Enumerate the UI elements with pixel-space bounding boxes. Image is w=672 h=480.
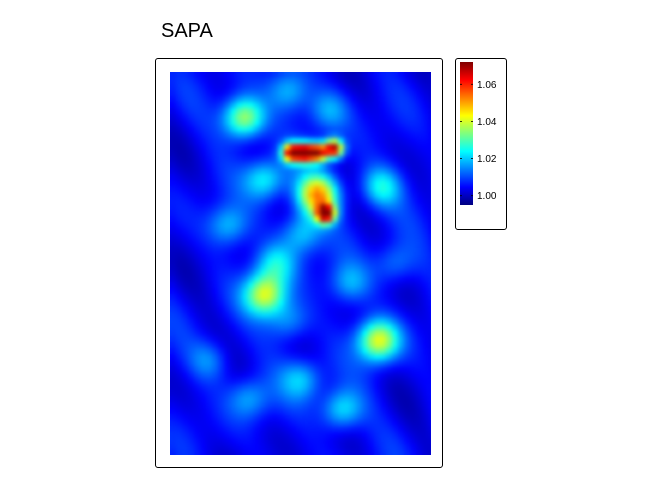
chart-title: SAPA: [161, 20, 213, 42]
heatmap-image: [170, 72, 431, 455]
color-legend: 1.00 1.02 1.04 1.06: [460, 62, 497, 205]
legend-tick-label: 1.06: [477, 80, 497, 91]
legend-colorbar: [460, 62, 473, 205]
legend-tick-label: 1.04: [477, 117, 497, 128]
legend-tick-label: 1.02: [477, 154, 497, 165]
legend-tick-label: 1.00: [477, 191, 497, 202]
